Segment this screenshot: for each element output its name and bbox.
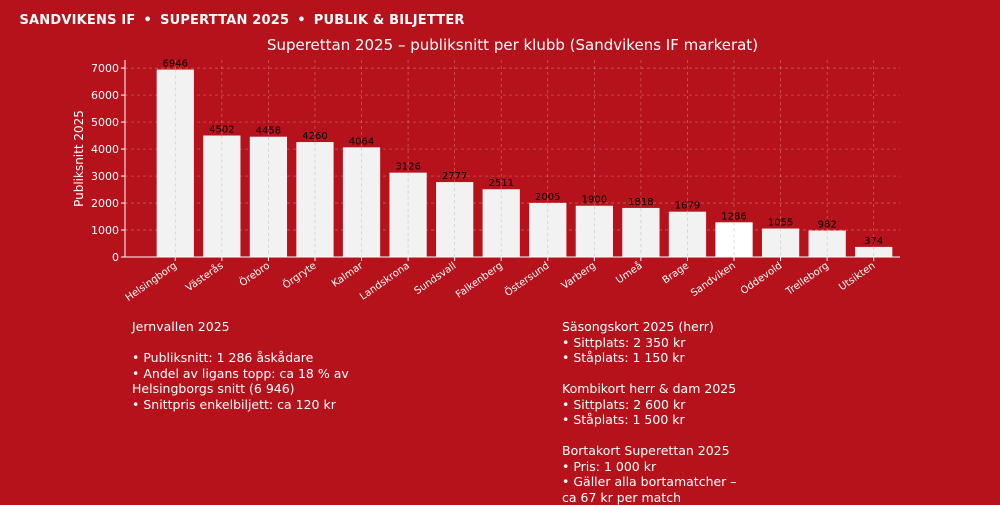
bar-highlight: [715, 222, 752, 257]
x-tick-label: Umeå: [613, 259, 644, 286]
info-line: • Sittplats: 2 350 kr: [562, 335, 962, 351]
info-line: Jernvallen 2025: [132, 319, 512, 335]
x-tick-label: Västerås: [183, 259, 226, 294]
x-tick-label: Falkenberg: [454, 260, 505, 300]
info-line: [562, 428, 962, 444]
bar-value-label: 3126: [395, 162, 420, 173]
info-line: Bortakort Superettan 2025: [562, 443, 962, 459]
bar-value-label: 6946: [163, 59, 188, 70]
info-line: ca 67 kr per match: [562, 490, 962, 505]
bar-value-label: 1286: [721, 211, 746, 222]
x-tick-label: Östersund: [502, 259, 552, 299]
info-line: • Andel av ligans topp: ca 18 % av: [132, 366, 512, 382]
bar-value-label: 1818: [628, 197, 653, 208]
info-line: • Gäller alla bortamatcher –: [562, 474, 962, 490]
y-tick-label: 4000: [91, 143, 119, 156]
y-tick-label: 1000: [91, 224, 119, 237]
x-tick-label: Landskrona: [358, 260, 412, 302]
info-line: • Sittplats: 2 600 kr: [562, 397, 962, 413]
y-axis-label: Publiksnitt 2025: [72, 110, 86, 207]
bar: [157, 70, 194, 257]
bar-value-label: 2005: [535, 192, 560, 203]
x-tick-label: Örebro: [237, 259, 273, 289]
x-tick-label: Sundsvall: [413, 260, 459, 297]
info-line: Helsingborgs snitt (6 946): [132, 381, 512, 397]
bar-value-label: 982: [818, 219, 837, 230]
bar-value-label: 374: [864, 236, 883, 247]
info-line: • Ståplats: 1 500 kr: [562, 412, 962, 428]
info-line: Kombikort herr & dam 2025: [562, 381, 962, 397]
bar-value-label: 4458: [256, 126, 281, 137]
y-tick-label: 6000: [91, 89, 119, 102]
info-line: Säsongskort 2025 (herr): [562, 319, 962, 335]
x-tick-label: Kalmar: [330, 260, 366, 290]
info-panel-tickets: Säsongskort 2025 (herr)• Sittplats: 2 35…: [562, 319, 962, 505]
bar-value-label: 1900: [582, 195, 607, 206]
info-line: [132, 335, 512, 351]
x-tick-label: Örgryte: [280, 259, 319, 292]
info-panel-jernvallen: Jernvallen 2025 • Publiksnitt: 1 286 åsk…: [132, 319, 512, 412]
info-line: • Snittpris enkelbiljett: ca 120 kr: [132, 397, 512, 413]
bar-value-label: 1679: [675, 201, 700, 212]
y-tick-label: 3000: [91, 170, 119, 183]
x-tick-label: Trelleborg: [783, 260, 830, 298]
x-tick-label: Varberg: [560, 260, 598, 291]
bar-value-label: 4502: [209, 125, 234, 136]
info-line: • Publiksnitt: 1 286 åskådare: [132, 350, 512, 366]
info-line: [562, 366, 962, 382]
x-tick-label: Utsikten: [837, 260, 877, 293]
info-line: • Ståplats: 1 150 kr: [562, 350, 962, 366]
x-tick-label: Helsingborg: [124, 260, 179, 303]
y-tick-label: 7000: [91, 62, 119, 75]
y-tick-label: 0: [112, 251, 119, 264]
bar-chart: 0 1000 2000 3000 4000 5000 6000 7000 6946 Helsing…: [0, 0, 1000, 320]
x-tick-label: Sandviken: [689, 260, 738, 299]
bar-value-label: 1055: [768, 218, 793, 229]
bar-value-label: 4064: [349, 136, 374, 147]
bar-value-label: 2511: [488, 178, 513, 189]
y-tick-label: 2000: [91, 197, 119, 210]
info-line: • Pris: 1 000 kr: [562, 459, 962, 475]
bar-value-label: 2777: [442, 171, 467, 182]
bar-value-label: 4260: [302, 131, 327, 142]
x-tick-label: Brage: [661, 260, 692, 286]
bar: [483, 189, 520, 257]
y-tick-label: 5000: [91, 116, 119, 129]
x-tick-label: Oddevold: [739, 260, 785, 296]
